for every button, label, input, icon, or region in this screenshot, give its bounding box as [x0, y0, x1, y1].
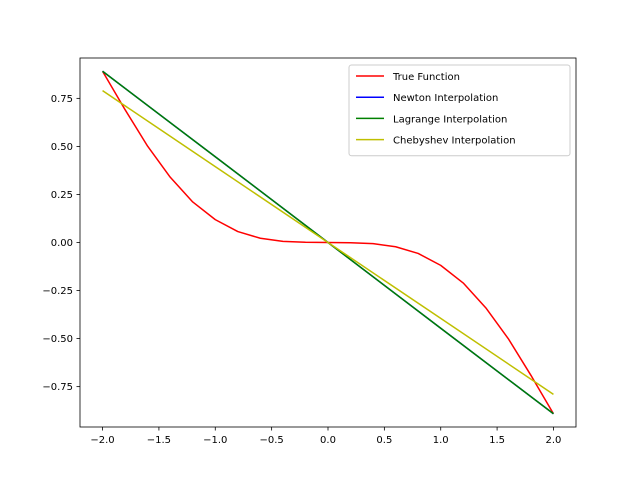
series-line-chebyshev-interpolation: [102, 90, 554, 395]
y-tick-label: −0.50: [42, 334, 73, 345]
legend-box: [348, 64, 571, 157]
y-axis: 0.75 0.50 0.25 0.00 −0.25 −0.50 −0.75: [42, 94, 80, 393]
x-tick-label: 0.5: [376, 435, 392, 446]
legend: True Function Newton Interpolation Lagrang…: [348, 64, 571, 157]
y-tick-label: 0.25: [51, 190, 73, 201]
legend-label: Chebyshev Interpolation: [393, 136, 516, 147]
y-tick-label: −0.25: [42, 286, 73, 297]
series-lines: [101, 70, 555, 415]
x-tick-label: −0.5: [259, 435, 283, 446]
x-tick-label: 1.0: [433, 435, 449, 446]
x-axis: −2.0 −1.5 −1.0 −0.5 0.0 0.5 1.0 1.5 2.0: [90, 427, 561, 446]
x-tick-label: 2.0: [546, 435, 562, 446]
y-tick-label: 0.75: [51, 94, 73, 105]
x-tick-label: −2.0: [90, 435, 114, 446]
legend-label: Newton Interpolation: [393, 93, 498, 104]
x-tick-label: 0.0: [320, 435, 336, 446]
legend-label: Lagrange Interpolation: [393, 114, 507, 125]
x-tick-label: −1.0: [203, 435, 227, 446]
x-tick-label: −1.5: [147, 435, 171, 446]
y-tick-label: −0.75: [42, 382, 73, 393]
y-tick-label: 0.00: [51, 238, 73, 249]
legend-label: True Function: [392, 72, 460, 83]
x-tick-label: 1.5: [489, 435, 505, 446]
y-tick-label: 0.50: [51, 142, 73, 153]
